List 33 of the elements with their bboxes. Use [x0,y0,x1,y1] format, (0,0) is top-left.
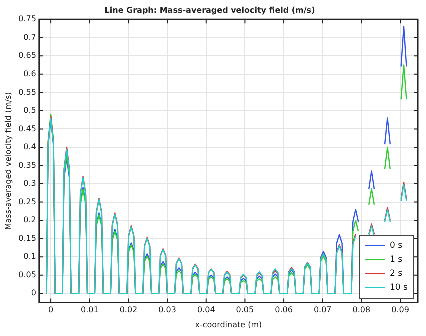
y-tick-label: 0.3 [24,179,36,188]
x-tick-label: 0.05 [236,306,254,315]
x-tick-label: 0.02 [120,306,138,315]
y-tick-label: 0.55 [18,88,36,97]
x-tick-label: 0.06 [275,306,293,315]
y-tick-label: 0.1 [24,252,36,262]
x-tick-label: 0.09 [392,306,410,315]
y-tick-label: 0.7 [24,32,36,42]
legend-label: 2 s [390,268,403,279]
x-tick-label: 0.04 [197,306,216,315]
x-tick-label: 0.01 [80,306,99,315]
legend-label: 1 s [390,254,403,265]
y-tick-label: 0.2 [24,216,36,225]
y-tick-label: 0.35 [18,160,36,170]
x-tick-label: 0.03 [158,306,176,315]
y-tick-label: 0.6 [24,69,36,78]
legend-label: 10 s [390,282,408,293]
x-tick-label: 0 [48,306,54,315]
x-axis-title: x-coordinate (m) [195,320,262,330]
y-tick-label: 0.4 [24,142,36,152]
y-tick-label: 0.45 [18,124,36,134]
y-tick-label: 0 [31,288,36,298]
y-tick-label: 0.5 [24,106,36,116]
x-tick-label: 0.08 [352,306,371,315]
y-tick-label: 0.25 [18,197,36,206]
x-tick-label: 0.07 [314,306,332,315]
legend-label: 0 s [390,240,403,251]
y-tick-label: 0.05 [18,270,36,280]
y-tick-label: 0.75 [18,14,36,24]
y-axis-title: Mass-averaged velocity field (m/s) [4,92,13,230]
y-tick-label: 0.15 [18,234,36,243]
chart-title: Line Graph: Mass-averaged velocity field (m/s) [104,6,316,15]
y-tick-label: 0.65 [18,51,36,60]
